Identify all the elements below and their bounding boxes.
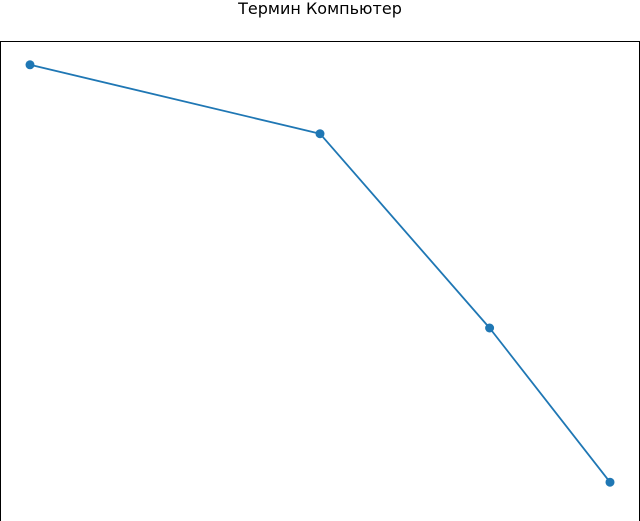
plot-layer (25, 60, 615, 487)
plot-frame (0, 41, 640, 521)
data-point-0-1 (315, 129, 325, 139)
data-point-0-0 (25, 60, 35, 70)
chart-title: Термин Компьютер (238, 0, 402, 18)
series-line-0 (29, 63, 611, 483)
data-point-0-3 (605, 477, 615, 487)
data-point-0-2 (485, 323, 495, 333)
